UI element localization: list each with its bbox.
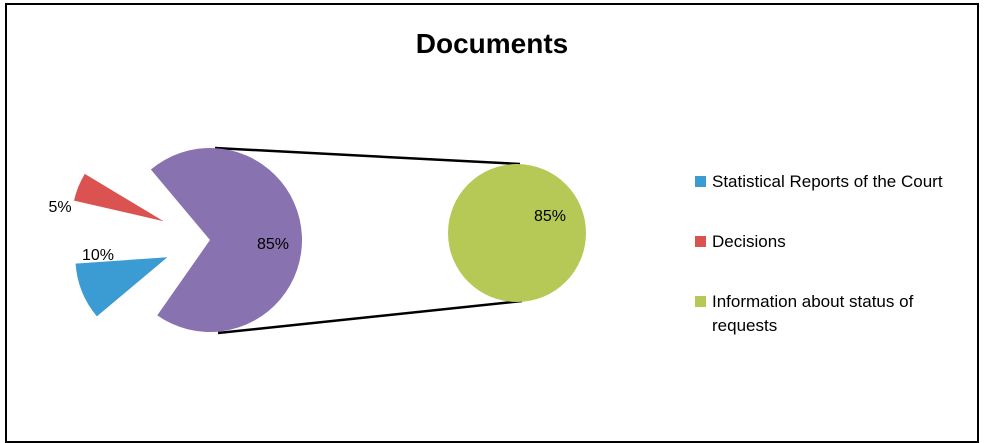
- pie-slice: [150, 147, 302, 333]
- legend-item-information-status: Information about status of requests: [695, 290, 982, 338]
- data-label: 85%: [257, 236, 289, 253]
- legend-label: Statistical Reports of the Court: [712, 172, 943, 191]
- connector-line-bottom: [217, 299, 523, 335]
- legend-item-statistical-reports: Statistical Reports of the Court: [695, 170, 982, 194]
- pie-slice: [73, 173, 164, 222]
- data-label: 5%: [48, 199, 71, 216]
- legend-swatch-red: [695, 236, 706, 247]
- connector-line-top: [214, 146, 521, 166]
- pie-chart: 10% 5% 85% 85%: [48, 146, 586, 335]
- legend-swatch-blue: [695, 176, 706, 187]
- legend-item-decisions: Decisions: [695, 230, 982, 254]
- legend-label: Information about status of requests: [712, 292, 914, 335]
- data-label: 85%: [534, 208, 566, 225]
- legend-swatch-green: [695, 296, 706, 307]
- data-label: 10%: [82, 247, 114, 264]
- pie-slice: [75, 257, 168, 317]
- secondary-pie-slice: [448, 164, 586, 302]
- legend-label: Decisions: [712, 232, 786, 251]
- chart-title: Documents: [415, 28, 569, 59]
